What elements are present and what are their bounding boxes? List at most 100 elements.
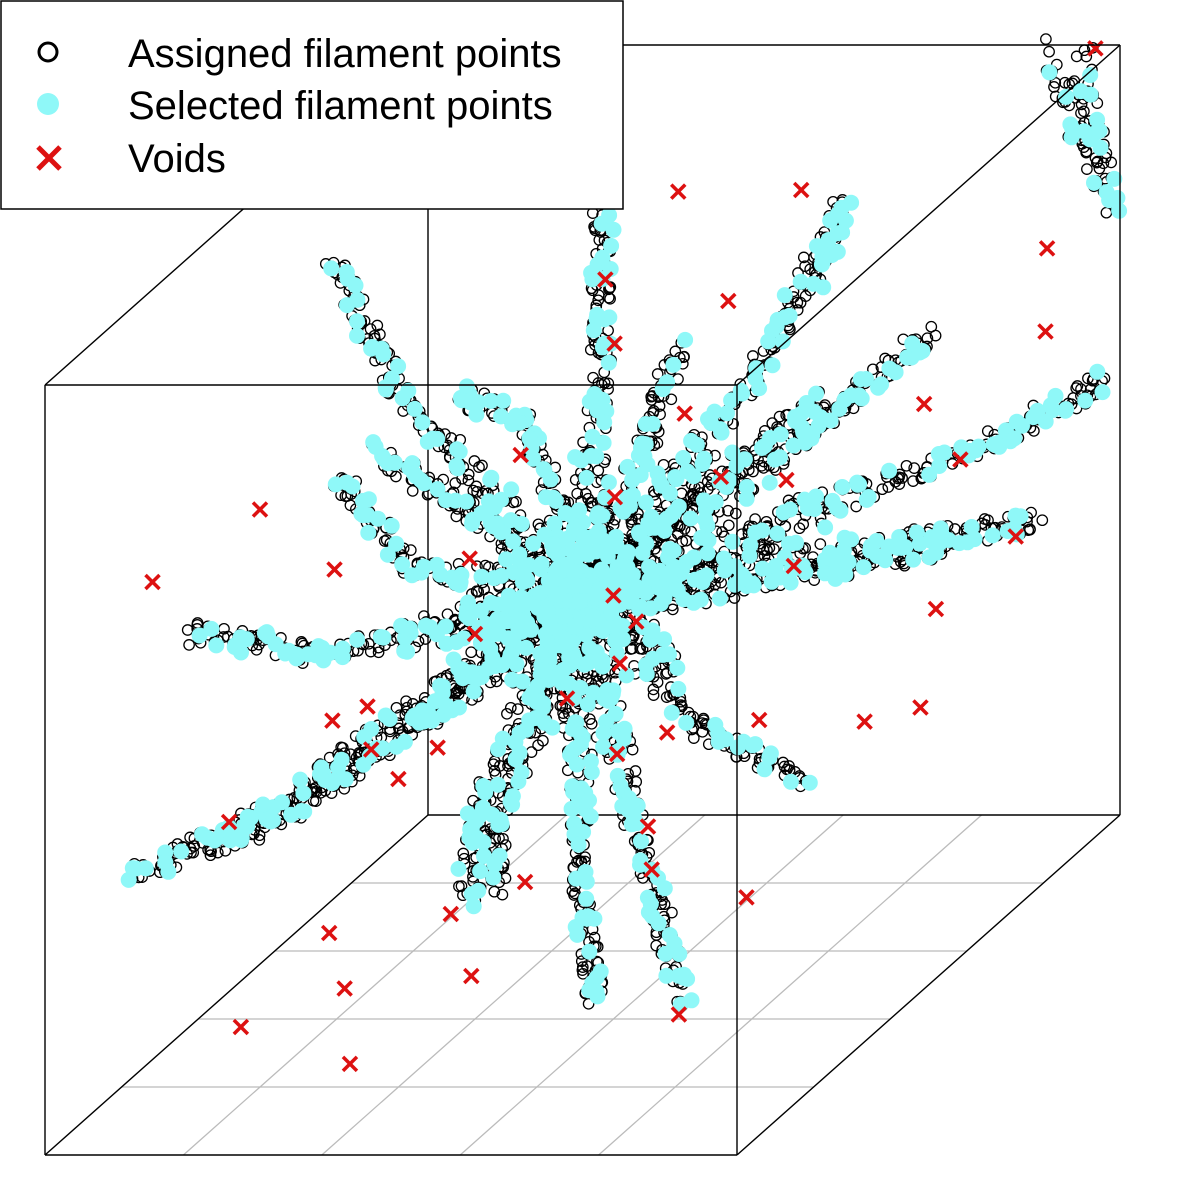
assigned-filament-point: [478, 583, 490, 596]
selected-filament-point: [572, 679, 589, 696]
selected-filament-point: [688, 436, 705, 453]
selected-filament-point: [372, 629, 389, 645]
selected-filament-point: [563, 634, 580, 651]
assigned-filament-point: [1091, 155, 1104, 168]
selected-filament-point: [719, 405, 735, 422]
selected-filament-point: [829, 243, 846, 260]
assigned-filament-point: [462, 474, 475, 487]
selected-filament-point: [490, 741, 507, 758]
selected-filament-point: [858, 371, 875, 387]
selected-filament-point: [450, 860, 467, 877]
assigned-filament-point: [804, 263, 817, 276]
selected-filament-point: [904, 335, 921, 352]
selected-filament-point: [498, 551, 514, 568]
selected-filament-point: [870, 379, 887, 396]
assigned-filament-point: [511, 703, 524, 715]
selected-filament-point: [349, 313, 365, 330]
selected-filament-point: [507, 734, 524, 751]
selected-filament-point: [581, 393, 598, 410]
selected-filament-point: [769, 525, 786, 542]
selected-filament-point: [489, 776, 506, 793]
selected-filament-point: [603, 237, 620, 254]
assigned-filament-point: [696, 725, 709, 738]
selected-filament-point: [808, 488, 824, 505]
selected-filament-point: [1089, 363, 1106, 380]
selected-filament-point: [510, 773, 527, 790]
selected-filament-point: [255, 796, 271, 813]
selected-filament-point: [239, 808, 256, 825]
selected-filament-point: [120, 871, 137, 888]
selected-filament-point: [1047, 387, 1064, 404]
assigned-filament-point: [676, 535, 689, 548]
selected-filament-point: [899, 349, 916, 366]
selected-filament-point: [738, 478, 755, 495]
selected-filament-point: [633, 833, 649, 850]
selected-filament-point: [1077, 392, 1094, 409]
selected-filament-point: [741, 547, 758, 564]
assigned-filament-point: [674, 699, 687, 711]
assigned-filament-point: [400, 695, 412, 708]
selected-filament-point: [584, 271, 601, 288]
selected-filament-point: [475, 848, 492, 864]
selected-filament-point: [619, 458, 636, 475]
assigned-filament-point: [1036, 514, 1049, 527]
assigned-filament-point: [626, 743, 639, 756]
assigned-filament-point: [490, 675, 503, 688]
assigned-filament-point: [630, 775, 643, 788]
selected-filament-point: [696, 450, 713, 467]
selected-filament-point: [817, 519, 834, 536]
selected-filament-point: [813, 256, 830, 273]
assigned-filament-point: [666, 906, 678, 919]
assigned-filament-point: [592, 464, 605, 477]
selected-filament-point: [671, 946, 688, 962]
selected-filament-point: [504, 796, 521, 813]
assigned-filament-point: [472, 585, 485, 598]
selected-filament-point: [772, 449, 788, 466]
selected-filament-point: [685, 549, 702, 566]
assigned-filament-point: [749, 513, 761, 525]
assigned-filament-point: [949, 523, 961, 535]
selected-filament-point: [393, 617, 410, 634]
selected-filament-point: [600, 474, 617, 491]
assigned-filament-point: [183, 639, 195, 651]
selected-filament-point: [478, 505, 495, 522]
selected-filament-point: [893, 539, 910, 556]
selected-filament-point: [432, 677, 448, 694]
selected-filament-point: [414, 414, 431, 431]
selected-filament-point: [465, 898, 482, 915]
assigned-filament-point: [577, 967, 589, 980]
selected-filament-point: [529, 677, 546, 694]
selected-filament-point: [581, 943, 598, 960]
selected-filament-point: [390, 358, 407, 375]
assigned-filament-point: [882, 481, 895, 493]
selected-filament-point: [637, 436, 654, 453]
floor-grid-line: [459, 814, 844, 1156]
selected-filament-point: [438, 697, 455, 714]
selected-filament-point: [160, 863, 177, 880]
selected-filament-point: [582, 808, 599, 825]
selected-filament-point: [601, 309, 618, 326]
selected-filament-point: [580, 908, 597, 925]
assigned-filament-point: [465, 646, 478, 659]
selected-filament-point: [448, 457, 465, 474]
selected-filament-point: [685, 468, 702, 485]
selected-filament-point: [495, 611, 512, 628]
assigned-filament-point: [453, 880, 465, 893]
selected-filament-point: [514, 673, 531, 690]
selected-filament-point: [581, 792, 597, 809]
assigned-filament-point: [814, 538, 827, 550]
assigned-filament-point: [584, 496, 597, 509]
assigned-filament-point: [1043, 45, 1055, 58]
assigned-filament-point: [669, 345, 682, 358]
selected-filament-point: [931, 458, 948, 474]
assigned-filament-point: [797, 518, 810, 531]
selected-filament-point: [970, 438, 987, 455]
selected-filament-point: [602, 261, 619, 277]
selected-filament-point: [337, 771, 354, 788]
selected-filament-point: [203, 620, 220, 637]
selected-filament-point: [820, 232, 837, 248]
selected-filament-point: [837, 566, 854, 583]
selected-filament-point: [621, 497, 638, 514]
selected-filament-point: [966, 531, 983, 548]
assigned-filament-point: [665, 393, 678, 406]
